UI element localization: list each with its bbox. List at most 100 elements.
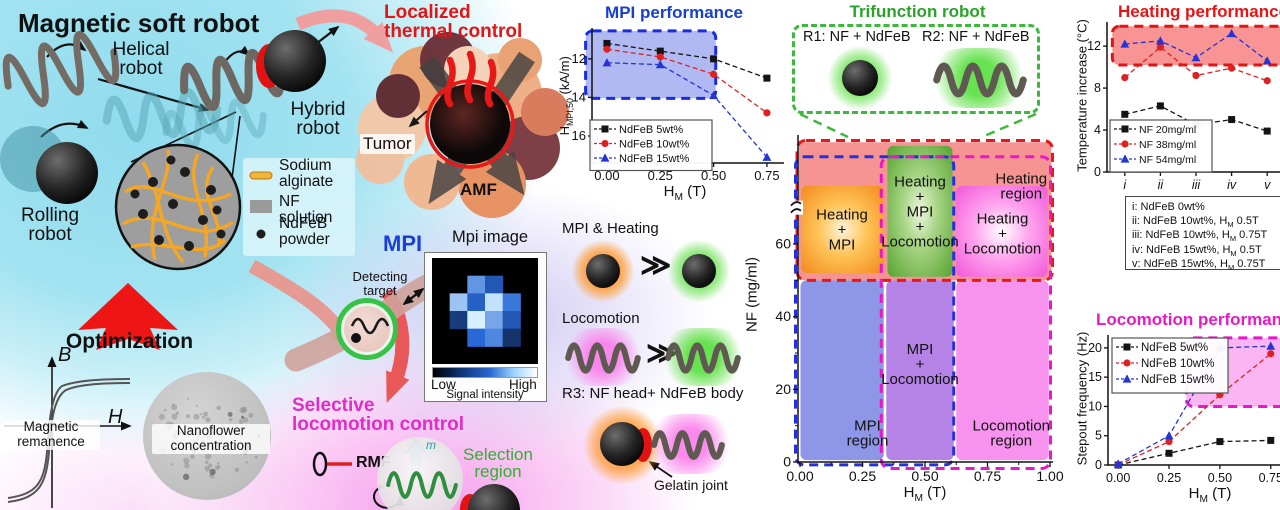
condition-line: v: NdFeB 15wt%, HM 0.75T [1132, 257, 1266, 273]
mpi-section-title: MPI [383, 231, 423, 256]
tumor-pointer-arrow [408, 110, 428, 128]
trifunction-ylabel: NF (mg/ml) [743, 257, 761, 332]
r2-helical-robot-icon [934, 60, 1026, 100]
trifunction-robots-box [792, 24, 1040, 114]
svg-text:8: 8 [1094, 81, 1101, 95]
locomotion-ylabel: Stepout frequency (Hz) [1074, 331, 1090, 466]
sodium-alginate-swatch [249, 171, 273, 180]
nf-solution-swatch [250, 200, 272, 213]
selection-region-label: Selection region [463, 445, 533, 482]
legend-item-label: NF solution [279, 193, 333, 227]
locomotion-performance-chart: 0 5 10 15 20 0.00 0.25 0.50 0.75 NdFeB 5wt% NdFeB … [1088, 335, 1280, 485]
helical-robot-label: Helical robot [112, 39, 170, 79]
svg-text:16: 16 [572, 128, 586, 143]
heating-performance-title: Heating performance [1118, 2, 1280, 21]
condition-legend-box: i: NdFeB 0wt% ii: NdFeB 10wt%, HM 0.5T i… [1125, 196, 1280, 273]
svg-text:5: 5 [1095, 429, 1102, 443]
svg-text:0.50: 0.50 [1208, 471, 1232, 485]
svg-text:Heating+Locomotion: Heating + Locomotion [964, 210, 1042, 257]
mpi-xlabel: HM (T) [663, 183, 707, 203]
svg-text:10: 10 [1088, 399, 1102, 413]
mpi-ylabel: HMPI,50 (kA/m) [557, 56, 575, 136]
svg-text:1.00: 1.00 [1036, 468, 1063, 484]
locomotion-performance-title: Locomotion performance [1096, 310, 1280, 329]
signal-intensity-caption: Signal intensity [446, 389, 524, 401]
mpi-image-title: Mpi image [452, 228, 529, 246]
optimization-arrow [78, 283, 178, 350]
sphere-robot-after [682, 254, 716, 288]
helical-ghost2-icon [158, 89, 270, 158]
much-greater-arrow: ≫ [640, 249, 672, 282]
sphere-robot-before [586, 254, 620, 288]
hybrid-robot-label: Hybrid robot [290, 99, 346, 139]
svg-text:i: i [1123, 178, 1127, 192]
condition-line: iv: NdFeB 15wt%, HM 0.5T [1132, 243, 1262, 258]
svg-text:ii: ii [1158, 178, 1165, 192]
helical-robot-icon [0, 14, 129, 125]
magnetic-remanence-label: Magnetic remanence [2, 419, 100, 450]
mpi-performance-chart: 12 14 16 0.00 0.25 0.50 0.75 NdFeB 5wt% NdFeB 10… [572, 28, 784, 183]
detect-arrow [402, 287, 425, 306]
r2-label: R2: NF + NdFeB [922, 29, 1030, 45]
svg-text:0.75: 0.75 [974, 468, 1001, 484]
svg-text:v: v [1264, 178, 1271, 192]
svg-text:15: 15 [1088, 370, 1102, 384]
svg-text:0: 0 [783, 454, 791, 470]
r1-sphere-robot [842, 60, 878, 96]
svg-text:Heating+MPI+Locomotion: Heating + MPI + Locomotion [881, 174, 959, 251]
svg-text:NdFeB 15wt%: NdFeB 15wt% [1141, 374, 1215, 386]
condition-line: iii: NdFeB 10wt%, HM 0.75T [1132, 229, 1268, 244]
r3-head-sphere [600, 422, 644, 466]
svg-text:0.50: 0.50 [911, 468, 938, 484]
amf-label: AMF [460, 180, 497, 199]
svg-text:NdFeB 5wt%: NdFeB 5wt% [1141, 342, 1208, 354]
svg-text:0.25: 0.25 [1157, 471, 1181, 485]
locomotion-xlabel: HM (T) [1188, 485, 1232, 505]
signal-intensity-gradient [432, 367, 538, 378]
svg-text:NF 54mg/ml: NF 54mg/ml [1139, 154, 1196, 166]
r3-body-helical-icon [652, 428, 724, 462]
tumor-label: Tumor [360, 134, 415, 154]
svg-text:40: 40 [775, 308, 791, 324]
locomotion-row-label: Locomotion [562, 310, 640, 327]
nanoflower-label: Nanoflower concentration [152, 423, 270, 454]
h-axis-label: H [108, 406, 123, 428]
ndfeb-powder-swatch [256, 229, 266, 239]
ndfeb-particles [130, 155, 226, 251]
trifunction-title: Trifunction robot [849, 2, 986, 21]
material-legend: Sodium alginate NF solution NdFeB powder [243, 157, 355, 256]
rolling-robot-sphere [36, 142, 98, 204]
flame-icons [444, 50, 497, 108]
capsule-robot-icon [350, 317, 390, 343]
page-title: Magnetic soft robot [18, 8, 260, 38]
mpi-image-panel: Low High Signal intensity [424, 252, 547, 402]
detecting-target-ring [336, 298, 398, 360]
selective-section-title: Selective locomotion control [292, 395, 465, 436]
legend-item-label: NdFeB powder [279, 215, 330, 249]
material-legend-swatches [249, 171, 273, 239]
trifunction-region-chart: 0 20 40 60 0.00 0.25 0.50 0.75 1.00 Heating + MPI He… [775, 135, 1064, 484]
svg-text:NF 20mg/ml: NF 20mg/ml [1139, 124, 1196, 136]
mpi-performance-title: MPI performance [605, 3, 743, 22]
svg-text:0: 0 [1094, 165, 1101, 179]
svg-text:MPI+Locomotion: MPI + Locomotion [881, 341, 959, 388]
optimization-label: Optimization [65, 330, 194, 353]
svg-text:20: 20 [775, 381, 791, 397]
svg-text:4: 4 [1094, 123, 1101, 137]
svg-text:0.25: 0.25 [648, 168, 673, 183]
composition-magnifier [114, 143, 242, 271]
r1-label: R1: NF + NdFeB [803, 29, 911, 45]
svg-text:Heating+MPI: Heating + MPI [816, 207, 868, 254]
low-label: Low [431, 377, 456, 392]
high-label: High [509, 377, 537, 392]
heating-ylabel: Temperature increase (°C) [1074, 19, 1090, 172]
svg-text:iii: iii [1192, 178, 1202, 192]
detecting-target-label: Detecting target [352, 269, 408, 298]
b-axis-label: B [58, 344, 72, 366]
svg-text:0.25: 0.25 [849, 468, 876, 484]
svg-text:NdFeB 5wt%: NdFeB 5wt% [619, 124, 683, 136]
